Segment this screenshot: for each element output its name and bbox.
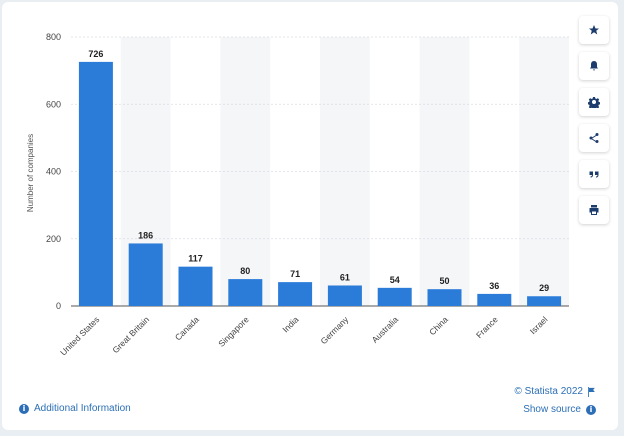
- chart-toolbar: [579, 16, 611, 232]
- additional-information-label: Additional Information: [34, 403, 131, 414]
- bar[interactable]: [377, 287, 412, 306]
- notification-button[interactable]: [579, 52, 609, 80]
- bar[interactable]: [278, 282, 313, 306]
- data-label: 29: [539, 283, 549, 293]
- y-axis-ticks: 0 200 400 600 800: [46, 32, 61, 311]
- data-label: 54: [390, 275, 400, 285]
- x-tick-label: Australia: [370, 314, 401, 345]
- data-labels: 726 186 117 80 71 61 54 50 36 29: [88, 49, 549, 293]
- bar[interactable]: [228, 279, 263, 306]
- star-icon: [589, 25, 599, 35]
- data-label: 117: [188, 254, 203, 264]
- settings-button[interactable]: [579, 88, 609, 116]
- x-tick-label: Great Britain: [110, 314, 151, 355]
- x-tick-label: China: [427, 314, 450, 337]
- bar-chart: 0 200 400 600 800 Number of companies 726 186…: [26, 32, 569, 358]
- flag-icon: [588, 386, 595, 397]
- copyright-text: © Statista 2022: [514, 386, 583, 397]
- y-tick-label: 600: [46, 99, 61, 109]
- y-tick-label: 200: [46, 234, 61, 244]
- data-label: 186: [138, 230, 153, 240]
- quote-icon: [589, 171, 599, 178]
- print-icon: [589, 205, 599, 215]
- gear-icon: [588, 97, 600, 108]
- bar[interactable]: [427, 289, 462, 306]
- share-icon: [589, 133, 599, 143]
- cite-button[interactable]: [579, 160, 609, 188]
- bell-icon: [590, 61, 598, 71]
- share-button[interactable]: [579, 124, 609, 152]
- data-label: 80: [240, 266, 250, 276]
- bar[interactable]: [128, 243, 163, 306]
- bar[interactable]: [178, 266, 213, 306]
- x-axis-ticks: United States Great Britain Canada Singapor…: [58, 314, 549, 358]
- y-tick-label: 400: [46, 167, 61, 177]
- data-label: 36: [489, 281, 499, 291]
- info-icon: i: [586, 404, 596, 415]
- data-label: 61: [340, 272, 350, 282]
- x-tick-label: Canada: [173, 314, 201, 342]
- bar[interactable]: [477, 293, 512, 306]
- y-tick-label: 0: [56, 301, 61, 311]
- additional-information-link[interactable]: i Additional Information: [19, 403, 131, 414]
- bar[interactable]: [78, 61, 113, 306]
- copyright-notice: © Statista 2022: [514, 386, 596, 397]
- favorite-button[interactable]: [579, 16, 609, 44]
- show-source-label: Show source: [523, 404, 581, 415]
- bars: [78, 61, 562, 306]
- info-icon: i: [19, 403, 29, 414]
- y-tick-label: 800: [46, 32, 61, 42]
- data-label: 71: [290, 269, 300, 279]
- chart-card: 0 200 400 600 800 Number of companies 726 186…: [2, 2, 618, 430]
- bar[interactable]: [527, 296, 562, 306]
- x-tick-label: Israel: [528, 314, 550, 336]
- x-tick-label: Germany: [319, 314, 351, 346]
- data-label: 50: [439, 276, 449, 286]
- data-label: 726: [88, 49, 103, 59]
- x-tick-label: India: [280, 314, 300, 334]
- x-tick-label: France: [474, 314, 500, 340]
- y-axis-label: Number of companies: [26, 134, 35, 212]
- show-source-link[interactable]: Show source i: [523, 404, 596, 415]
- bar[interactable]: [327, 285, 362, 306]
- x-tick-label: United States: [58, 314, 101, 357]
- x-tick-label: Singapore: [216, 314, 251, 349]
- print-button[interactable]: [579, 196, 609, 224]
